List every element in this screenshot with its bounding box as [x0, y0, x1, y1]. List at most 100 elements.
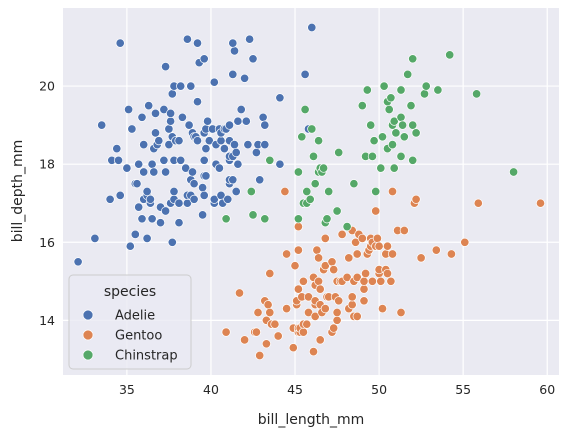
data-point	[113, 155, 124, 165]
data-point	[384, 104, 394, 115]
legend: species Adelie Gentoo Chinstrap	[68, 274, 192, 370]
data-point	[219, 144, 229, 154]
data-point	[192, 97, 203, 107]
data-point	[367, 151, 377, 161]
data-point	[334, 296, 344, 306]
data-point	[408, 54, 418, 64]
data-point	[329, 323, 339, 333]
data-point	[374, 241, 384, 251]
data-point	[255, 175, 265, 185]
legend-title: species	[104, 284, 156, 300]
data-point	[303, 292, 314, 302]
y-tick-label: 14	[39, 313, 55, 328]
data-point	[231, 147, 241, 158]
y-axis-label: bill_depth_mm	[10, 140, 26, 243]
data-point	[260, 120, 270, 130]
data-point	[161, 167, 171, 177]
data-point	[251, 327, 261, 337]
data-point	[319, 163, 329, 173]
data-point	[389, 163, 399, 173]
legend-label: Adelie	[115, 309, 155, 324]
data-point	[161, 62, 171, 72]
x-tick-label: 50	[371, 382, 387, 397]
data-point	[159, 104, 169, 115]
legend-marker	[82, 329, 94, 341]
data-point	[144, 101, 154, 111]
data-point	[142, 186, 152, 197]
data-point	[320, 304, 330, 314]
data-point	[245, 34, 255, 44]
data-point	[305, 194, 315, 204]
data-point	[177, 112, 187, 122]
data-point	[399, 225, 409, 236]
data-point	[303, 307, 314, 318]
data-point	[387, 140, 398, 150]
data-point	[105, 194, 115, 204]
y-tick-label: 16	[39, 235, 55, 250]
data-point	[347, 292, 357, 302]
data-point	[231, 186, 241, 197]
data-point	[361, 268, 371, 279]
data-point	[161, 206, 171, 216]
data-point	[347, 300, 357, 310]
data-point	[472, 89, 482, 99]
data-point	[389, 116, 399, 126]
data-point	[369, 136, 379, 146]
data-point	[263, 300, 273, 310]
data-point	[253, 307, 263, 318]
data-point	[174, 136, 184, 146]
data-point	[308, 151, 319, 161]
data-point	[233, 116, 243, 126]
data-point	[139, 167, 149, 177]
data-point	[416, 253, 426, 263]
data-point	[150, 128, 161, 138]
data-point	[164, 140, 174, 150]
data-point	[228, 69, 238, 79]
data-point	[307, 124, 317, 134]
legend-marker	[82, 309, 94, 321]
data-point	[145, 194, 155, 204]
data-point	[293, 214, 303, 224]
data-point	[229, 46, 240, 56]
data-point	[320, 261, 330, 271]
data-point	[132, 179, 142, 189]
data-point	[228, 38, 238, 48]
data-point	[411, 194, 421, 204]
data-point	[433, 85, 443, 95]
data-point	[240, 73, 250, 83]
data-point	[134, 202, 144, 212]
data-point	[184, 120, 194, 130]
data-point	[199, 54, 209, 64]
data-point	[203, 116, 213, 126]
legend-item-chinstrap: Chinstrap	[82, 349, 178, 364]
data-point	[192, 38, 203, 48]
x-tick-label: 35	[119, 382, 135, 397]
data-point	[359, 284, 369, 294]
data-point	[189, 179, 199, 189]
legend-label: Gentoo	[115, 329, 162, 344]
data-point	[312, 245, 322, 255]
data-point	[240, 335, 250, 345]
data-point	[396, 112, 406, 122]
data-point	[314, 253, 324, 263]
data-point	[315, 284, 325, 294]
data-point	[293, 245, 303, 255]
data-point	[351, 237, 361, 247]
data-point	[293, 284, 303, 294]
data-point	[150, 108, 161, 118]
data-point	[411, 128, 421, 138]
data-point	[376, 276, 386, 286]
data-point	[329, 265, 339, 275]
data-point	[396, 307, 406, 318]
data-point	[398, 120, 408, 130]
data-point	[122, 163, 132, 173]
data-point	[243, 140, 253, 150]
data-point	[234, 288, 245, 298]
data-point	[125, 241, 135, 251]
data-point	[324, 186, 334, 197]
data-point	[149, 167, 159, 177]
series-adelie	[73, 22, 317, 267]
data-point	[275, 93, 285, 103]
data-point	[223, 194, 233, 204]
